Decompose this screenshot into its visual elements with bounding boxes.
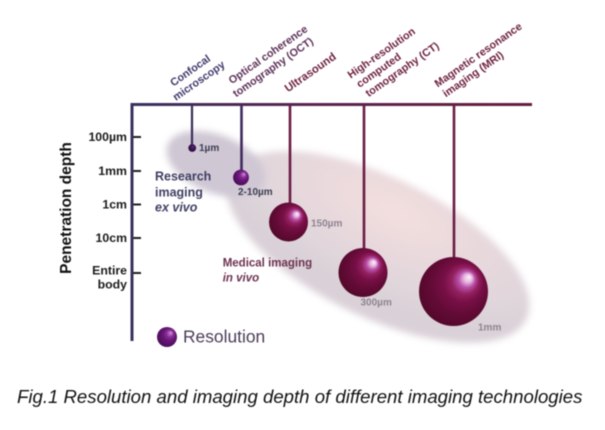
svg-text:150µm: 150µm	[311, 219, 342, 230]
svg-text:Fig.1 Resolution and imaging d: Fig.1 Resolution and imaging depth of di…	[17, 386, 582, 407]
svg-text:in vivo: in vivo	[223, 273, 259, 285]
svg-text:1mm: 1mm	[478, 323, 501, 334]
svg-text:1cm: 1cm	[102, 198, 127, 212]
svg-text:Magnetic resonance: Magnetic resonance	[433, 21, 525, 90]
svg-text:Resolution: Resolution	[183, 327, 265, 347]
svg-text:Penetration depth: Penetration depth	[58, 142, 75, 274]
svg-text:body: body	[98, 278, 128, 292]
svg-text:ex vivo: ex vivo	[155, 201, 198, 215]
svg-text:Entire: Entire	[92, 264, 127, 278]
svg-text:1µm: 1µm	[199, 143, 219, 154]
svg-text:300µm: 300µm	[361, 298, 392, 309]
svg-text:100µm: 100µm	[88, 130, 127, 144]
svg-text:imaging: imaging	[155, 186, 203, 200]
svg-text:Medical imaging: Medical imaging	[223, 258, 312, 270]
svg-text:2-10µm: 2-10µm	[238, 187, 273, 198]
svg-text:10cm: 10cm	[96, 231, 128, 245]
svg-text:1mm: 1mm	[98, 164, 127, 178]
svg-text:Research: Research	[155, 170, 211, 184]
